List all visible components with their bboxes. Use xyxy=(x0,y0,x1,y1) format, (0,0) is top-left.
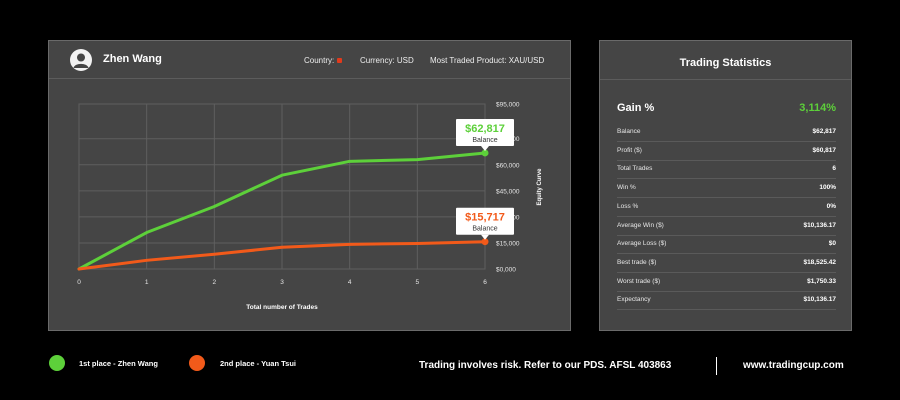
stat-value: $0 xyxy=(828,240,836,248)
legend-label-first: 1st place - Zhen Wang xyxy=(79,359,158,368)
y-tick-label: $15,000 xyxy=(496,240,520,247)
x-tick-label: 6 xyxy=(483,279,487,286)
x-tick-label: 1 xyxy=(145,279,149,286)
stat-row: Expectancy $10,136.17 xyxy=(617,292,836,311)
callout-value: $15,717 xyxy=(465,212,505,224)
legend-dot-second xyxy=(189,355,205,371)
y-tick-label: $45,000 xyxy=(496,188,520,195)
stat-value: $10,136.17 xyxy=(803,296,836,304)
series-line xyxy=(77,151,487,271)
user-name: Zhen Wang xyxy=(103,53,162,65)
stat-label: Balance xyxy=(617,128,641,135)
stat-row: Win % 100% xyxy=(617,180,836,199)
equity-curve-chart: $0,000$15,000$30,000$45,000$60,000$75,00… xyxy=(77,102,543,312)
most-traded-info: Most Traded Product: XAU/USD xyxy=(430,56,545,65)
equity-chart-panel: Zhen Wang Country: Currency: USD Most Tr… xyxy=(48,40,571,331)
stat-label: Best trade ($) xyxy=(617,258,657,266)
stat-label: Average Win ($) xyxy=(617,221,664,229)
x-tick-label: 4 xyxy=(348,279,352,286)
stat-value: $10,136.17 xyxy=(803,221,836,229)
legend-dot-first xyxy=(49,355,65,371)
stat-label: Win % xyxy=(617,184,636,192)
y-tick-label: $0,000 xyxy=(496,267,516,274)
gain-value: 3,114% xyxy=(799,102,836,114)
stat-label: Loss % xyxy=(617,202,639,210)
x-tick-label: 5 xyxy=(416,279,420,286)
stat-label: Average Loss ($) xyxy=(617,240,667,248)
x-tick-label: 0 xyxy=(77,279,81,286)
stat-row: Loss % 0% xyxy=(617,199,836,217)
stat-label: Expectancy xyxy=(617,296,651,304)
balance-callout xyxy=(456,118,514,146)
footer-separator xyxy=(716,357,717,375)
stat-value: $18,525.42 xyxy=(803,258,836,266)
stat-value: 0% xyxy=(826,202,836,210)
balance-callout xyxy=(456,207,514,235)
country-info: Country: xyxy=(304,56,343,65)
stat-label: Worst trade ($) xyxy=(617,277,661,285)
website-link[interactable]: www.tradingcup.com xyxy=(743,360,844,371)
callout-pointer xyxy=(481,145,489,151)
currency-info: Currency: USD xyxy=(360,56,414,65)
user-avatar-icon xyxy=(70,49,92,71)
x-tick-label: 3 xyxy=(280,279,284,286)
series-end-point xyxy=(481,238,489,246)
series-end-point xyxy=(481,149,489,157)
y-tick-label: $95,000 xyxy=(496,102,520,109)
y-tick-label: $60,000 xyxy=(496,162,520,169)
stat-row: Average Loss ($) $0 xyxy=(617,236,836,255)
trading-statistics-panel: Trading Statistics Gain % 3,114% Balance… xyxy=(599,40,852,331)
chart-header: Zhen Wang Country: Currency: USD Most Tr… xyxy=(49,41,570,79)
y-axis-label: Equity Curve xyxy=(537,168,543,206)
legend-label-second: 2nd place - Yuan Tsui xyxy=(220,359,296,368)
x-axis-label: Total number of Trades xyxy=(246,304,318,311)
gain-label: Gain % xyxy=(617,102,655,114)
stats-divider xyxy=(600,79,851,80)
callout-pointer xyxy=(481,234,489,240)
stat-value: $62,817 xyxy=(812,128,837,135)
country-flag-icon xyxy=(337,58,343,64)
stat-label: Total Trades xyxy=(617,165,653,173)
risk-disclaimer: Trading involves risk. Refer to our PDS.… xyxy=(419,360,672,371)
stat-value: 100% xyxy=(819,184,836,192)
stat-value: $60,817 xyxy=(812,146,837,154)
stat-row: Profit ($) $60,817 xyxy=(617,143,836,161)
stat-row: Balance $62,817 xyxy=(617,124,836,142)
stat-row: Best trade ($) $18,525.42 xyxy=(617,255,836,273)
stat-label: Profit ($) xyxy=(617,146,642,154)
stat-row: Total Trades 6 xyxy=(617,161,836,180)
callout-value: $62,817 xyxy=(465,123,505,135)
stats-title: Trading Statistics xyxy=(679,57,772,69)
callout-sub: Balance xyxy=(472,226,497,233)
stat-value: $1,750.33 xyxy=(807,277,836,285)
series-line xyxy=(77,240,487,271)
stat-row: Average Win ($) $10,136.17 xyxy=(617,218,836,236)
stat-row: Worst trade ($) $1,750.33 xyxy=(617,274,836,292)
x-tick-label: 2 xyxy=(213,279,217,286)
stat-value: 6 xyxy=(832,165,836,173)
callout-sub: Balance xyxy=(472,137,497,144)
country-label: Country: xyxy=(304,56,335,65)
gain-row: Gain % 3,114% xyxy=(617,102,836,118)
